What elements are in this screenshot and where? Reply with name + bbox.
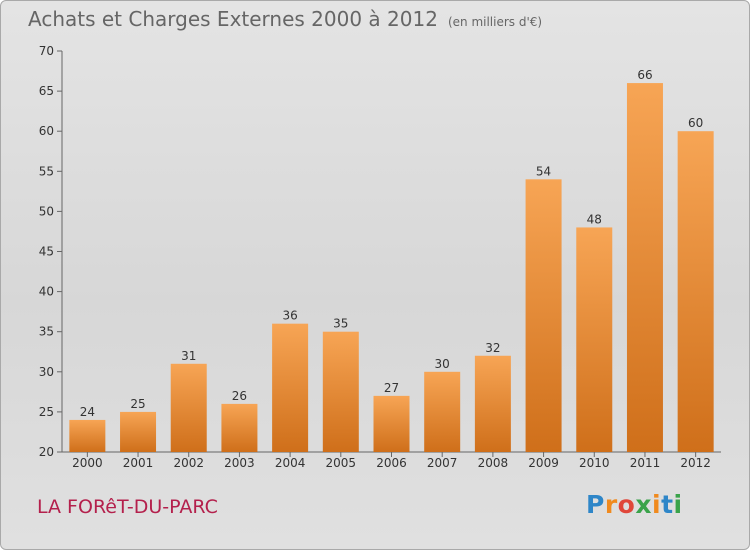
bar xyxy=(170,363,207,452)
x-tick-label: 2009 xyxy=(528,456,559,470)
data-label: 31 xyxy=(181,349,196,363)
logo-letter: r xyxy=(604,490,618,519)
bar xyxy=(677,131,714,452)
bar xyxy=(272,323,309,452)
y-tick-label: 65 xyxy=(39,84,54,98)
x-tick-label: 2003 xyxy=(224,456,255,470)
title-text: Achats et Charges Externes 2000 à 2012 xyxy=(28,7,438,31)
x-tick-label: 2011 xyxy=(630,456,661,470)
bar xyxy=(576,227,613,452)
bar xyxy=(424,371,461,452)
bar xyxy=(221,403,258,452)
logo-letter: i xyxy=(652,490,662,519)
y-tick-label: 30 xyxy=(39,365,54,379)
logo-letter: i xyxy=(673,490,683,519)
bar xyxy=(120,411,157,452)
bar xyxy=(626,83,663,452)
data-label: 25 xyxy=(130,397,145,411)
bar xyxy=(525,179,562,452)
y-tick-label: 70 xyxy=(39,44,54,58)
bar xyxy=(69,419,106,452)
data-label: 36 xyxy=(282,309,297,323)
logo-letter: P xyxy=(586,490,605,519)
data-label: 30 xyxy=(435,357,450,371)
bar xyxy=(322,331,359,452)
y-tick-label: 55 xyxy=(39,164,54,178)
x-tick-label: 2008 xyxy=(478,456,509,470)
logo-letter: o xyxy=(617,490,636,519)
bar xyxy=(373,395,410,452)
logo-letter: x xyxy=(635,490,652,519)
y-tick-label: 35 xyxy=(39,325,54,339)
data-label: 60 xyxy=(688,116,703,130)
y-tick-label: 40 xyxy=(39,285,54,299)
data-label: 26 xyxy=(232,389,247,403)
data-label: 24 xyxy=(80,405,95,419)
y-tick-label: 45 xyxy=(39,245,54,259)
x-tick-label: 2002 xyxy=(173,456,204,470)
x-tick-label: 2005 xyxy=(326,456,357,470)
x-tick-label: 2006 xyxy=(376,456,407,470)
y-tick-label: 25 xyxy=(39,405,54,419)
bar xyxy=(474,355,511,452)
y-tick-label: 20 xyxy=(39,445,54,459)
chart-title: Achats et Charges Externes 2000 à 2012 (e… xyxy=(28,7,542,31)
data-label: 32 xyxy=(485,341,500,355)
x-tick-label: 2001 xyxy=(123,456,154,470)
x-tick-label: 2000 xyxy=(72,456,103,470)
data-label: 48 xyxy=(587,212,602,226)
data-label: 54 xyxy=(536,164,551,178)
y-tick-label: 50 xyxy=(39,204,54,218)
x-tick-label: 2007 xyxy=(427,456,458,470)
proxiti-logo[interactable]: Proxiti xyxy=(586,490,683,519)
unit-label: (en milliers d'€) xyxy=(447,15,543,29)
data-label: 27 xyxy=(384,381,399,395)
logo-letter: t xyxy=(661,490,674,519)
commune-name: LA FORêT-DU-PARC xyxy=(37,496,218,518)
data-label: 35 xyxy=(333,317,348,331)
x-tick-label: 2004 xyxy=(275,456,306,470)
x-tick-label: 2010 xyxy=(579,456,610,470)
data-label: 66 xyxy=(637,68,652,82)
x-tick-label: 2012 xyxy=(680,456,711,470)
y-tick-label: 60 xyxy=(39,124,54,138)
